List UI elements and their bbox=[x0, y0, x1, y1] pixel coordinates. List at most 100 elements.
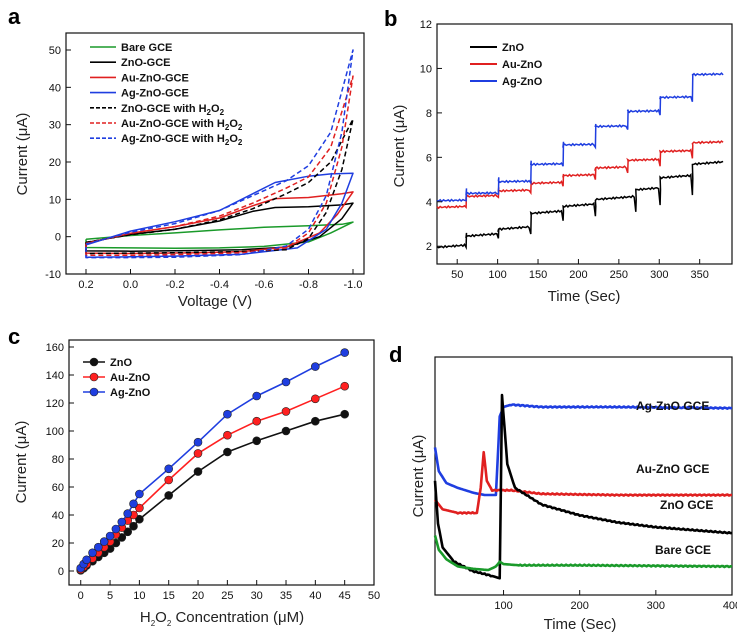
panel-c-ytick-label: 100 bbox=[46, 426, 64, 438]
panel-a-series-3 bbox=[85, 172, 354, 258]
panel-c-point-0-16 bbox=[281, 426, 291, 436]
panel-c-legend-label-0: ZnO bbox=[110, 357, 132, 369]
panel-b-plot bbox=[436, 72, 724, 251]
panel-d-series-3 bbox=[433, 535, 733, 572]
panel-c-xtick-label: 50 bbox=[368, 590, 380, 602]
panel-c-point-0-18 bbox=[340, 409, 350, 419]
panel-a-series-6 bbox=[85, 49, 354, 259]
panel-b-xtick-label: 50 bbox=[451, 269, 463, 281]
panel-b-xlabel: Time (Sec) bbox=[548, 288, 621, 305]
panel-c-point-2-4 bbox=[94, 542, 103, 552]
panel-c-ytick-label: 60 bbox=[52, 482, 64, 494]
panel-a-legend-label-4: ZnO-GCE with H2O2 bbox=[121, 103, 225, 117]
panel-a-xtick-label: -0.8 bbox=[299, 279, 318, 291]
panel-c-point-2-15 bbox=[252, 391, 262, 401]
panel-b-xtick-label: 100 bbox=[488, 269, 506, 281]
panel-b-series-2 bbox=[436, 72, 724, 203]
panel-b-ytick-label: 8 bbox=[426, 108, 432, 120]
panel-b-ticks: 50 100 150 200 250 300 350 2 4 6 8 10 12 bbox=[420, 19, 709, 281]
panel-c-ylabel: Current (μA) bbox=[13, 421, 30, 504]
panel-b-ylabel: Current (μA) bbox=[391, 105, 408, 188]
panel-c-ytick-label: 0 bbox=[58, 566, 64, 578]
panel-c-point-2-7 bbox=[111, 524, 121, 534]
panel-a-xtick-label: 0.2 bbox=[78, 279, 93, 291]
panel-c-point-2-8 bbox=[117, 517, 127, 527]
panel-a-ylabel: Current (μA) bbox=[14, 113, 31, 196]
panel-c-point-1-11 bbox=[135, 503, 144, 513]
panel-d-annot-au: Au-ZnO GCE bbox=[636, 462, 709, 476]
panel-c-xlabel: H2O2 Concentration (μM) bbox=[140, 609, 304, 628]
panel-c-point-0-12 bbox=[164, 491, 173, 500]
panel-c-point-0-11 bbox=[135, 514, 144, 524]
panel-b-legend-label-0: ZnO bbox=[502, 42, 524, 54]
panel-b-legend-label-1: Au-ZnO bbox=[502, 59, 543, 71]
panel-d-ticks: 100 200 300 400 bbox=[494, 590, 737, 612]
panel-c-ytick-label: 120 bbox=[46, 398, 64, 410]
panel-d-series-2 bbox=[433, 393, 732, 580]
panel-c-point-2-5 bbox=[99, 537, 109, 546]
panel-a: a 0.2 0.0 -0.2 -0.4 -0.6 -0.8 -1.0 -10 0 10 20 30 40… bbox=[8, 4, 365, 310]
panel-c-ytick-label: 80 bbox=[52, 454, 64, 466]
panel-letter-b: b bbox=[384, 6, 397, 31]
panel-c-xtick-label: 40 bbox=[309, 590, 321, 602]
panel-c-point-0-17 bbox=[310, 416, 320, 426]
panel-c-point-1-15 bbox=[252, 416, 262, 426]
panel-d-annot-zno: ZnO GCE bbox=[660, 498, 713, 512]
panel-c-ytick-label: 160 bbox=[46, 342, 64, 354]
panel-c-point-2-6 bbox=[105, 531, 115, 541]
panel-b-xtick-label: 350 bbox=[690, 269, 708, 281]
panel-a-series-2 bbox=[85, 191, 354, 255]
panel-c-point-1-16 bbox=[281, 407, 291, 416]
panel-b-frame bbox=[436, 23, 733, 265]
panel-b-ytick-label: 6 bbox=[426, 152, 432, 164]
panel-c-xtick-label: 30 bbox=[251, 590, 263, 602]
panel-c-point-0-10 bbox=[129, 521, 138, 531]
panel-c-point-1-17 bbox=[310, 394, 320, 404]
panel-d-frame bbox=[434, 356, 733, 596]
panel-c-point-0-14 bbox=[223, 447, 232, 457]
panel-a-xtick-label: 0.0 bbox=[123, 279, 138, 291]
panel-a-legend-label-0: Bare GCE bbox=[121, 42, 172, 54]
panel-c-point-0-9 bbox=[123, 527, 132, 537]
panel-c-point-1-13 bbox=[193, 449, 203, 458]
panel-c-xtick-label: 5 bbox=[107, 590, 113, 602]
panel-d-xtick-label: 300 bbox=[647, 600, 665, 612]
panel-c-plot bbox=[76, 348, 350, 575]
panel-c-point-2-2 bbox=[82, 555, 91, 565]
panel-d-plot bbox=[433, 393, 733, 580]
panel-a-legend-label-5: Au-ZnO-GCE with H2O2 bbox=[121, 118, 243, 132]
panel-b: b 50 100 150 200 250 300 350 2 4 6 8 10 12 ZnO Au-ZnO… bbox=[384, 6, 733, 305]
panel-b-legend-label-2: Ag-ZnO bbox=[502, 76, 543, 88]
panel-c-legend: ZnO Au-ZnO Ag-ZnO bbox=[83, 357, 151, 399]
panel-a-xtick-label: -1.0 bbox=[344, 279, 363, 291]
panel-a-xlabel: Voltage (V) bbox=[178, 293, 252, 310]
panel-b-xtick-label: 200 bbox=[569, 269, 587, 281]
panel-a-ytick-label: 0 bbox=[55, 232, 61, 244]
panel-a-series-5 bbox=[85, 75, 354, 257]
panel-c-point-0-13 bbox=[193, 467, 203, 476]
panel-c-point-1-18 bbox=[340, 381, 350, 391]
panel-c-legend-marker-0 bbox=[89, 357, 99, 367]
panel-b-legend: ZnO Au-ZnO Ag-ZnO bbox=[470, 42, 543, 88]
panel-c-point-2-17 bbox=[310, 362, 320, 371]
panel-b-ytick-label: 12 bbox=[420, 19, 432, 31]
panel-c: c 0 5 10 15 20 25 30 35 40 45 50 0 20 40 60 80 100 120 140… bbox=[8, 324, 380, 628]
panel-c-xtick-label: 25 bbox=[221, 590, 233, 602]
panel-a-series-4 bbox=[85, 118, 354, 255]
panel-a-ytick-label: 50 bbox=[49, 45, 61, 57]
panel-c-xtick-label: 10 bbox=[133, 590, 145, 602]
panel-c-ytick-label: 140 bbox=[46, 370, 64, 382]
panel-c-point-2-12 bbox=[164, 464, 173, 474]
panel-d-xtick-label: 100 bbox=[494, 600, 512, 612]
panel-c-point-1-12 bbox=[164, 475, 173, 485]
panel-letter-a: a bbox=[8, 4, 21, 29]
panel-c-point-2-10 bbox=[129, 499, 138, 509]
panel-a-ytick-label: 30 bbox=[49, 120, 61, 132]
panel-c-legend-label-1: Au-ZnO bbox=[110, 372, 151, 384]
panel-c-series-1 bbox=[80, 385, 346, 571]
panel-a-plot bbox=[85, 49, 354, 259]
panel-c-point-2-18 bbox=[340, 348, 350, 357]
panel-d-series-1 bbox=[433, 450, 732, 515]
panel-d-annot-ag: Ag-ZnO GCE bbox=[636, 399, 709, 413]
panel-c-ytick-label: 20 bbox=[52, 538, 64, 550]
